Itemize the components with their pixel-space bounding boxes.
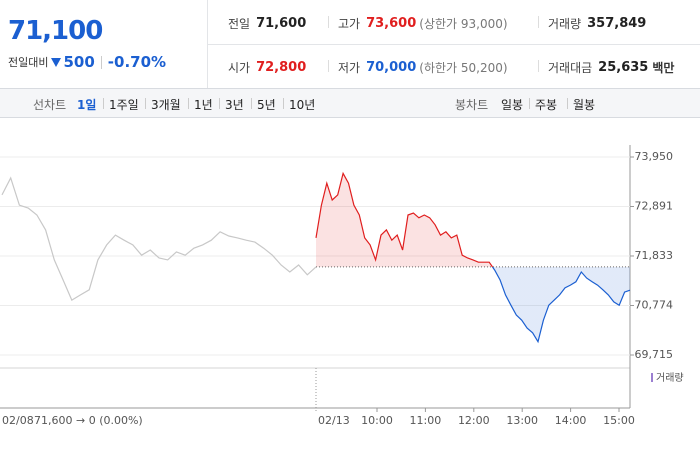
summary-row: 시가 72,800 저가 70,000 (하한가 50,200) 거래대금 25,635 백만 <box>208 44 700 88</box>
summary-label: 전일 <box>228 17 251 31</box>
period-tab[interactable]: 5년 <box>257 98 276 112</box>
time-label: 15:00 <box>603 414 635 427</box>
summary-row: 전일 71,600 고가 73,600 (상한가 93,000) 거래량 357,849 <box>208 0 700 44</box>
period-tab[interactable]: 주봉 <box>535 98 558 112</box>
y-tick-label: 73,950 <box>635 150 674 163</box>
time-label: 12:00 <box>458 414 490 427</box>
y-tick-label: 72,891 <box>635 200 674 213</box>
price-line <box>1 176 317 301</box>
time-label: 11:00 <box>410 414 442 427</box>
summary-cell: 전일 71,600 <box>228 15 306 32</box>
prev-summary: 71,600 → 0 (0.00%) <box>34 414 143 427</box>
change-pct: -0.70% <box>107 53 167 71</box>
summary-note: (상한가 93,000) <box>419 17 508 31</box>
summary-cell: 거래대금 25,635 백만 <box>548 59 674 76</box>
tab-heading: 선차트 <box>33 98 67 112</box>
period-tab[interactable]: 1주일 <box>109 98 139 112</box>
change-label: 전일대비 <box>8 56 49 69</box>
summary-label: 거래대금 <box>548 61 593 75</box>
period-tab[interactable]: 3개월 <box>151 98 181 112</box>
summary-value: 25,635 <box>598 60 649 75</box>
change-row: 전일대비 500 -0.70% <box>8 53 166 71</box>
change: 500 <box>63 53 95 71</box>
time-label: 14:00 <box>555 414 587 427</box>
period-tab[interactable]: 10년 <box>289 98 316 112</box>
date-label: 02/13 <box>318 414 350 427</box>
summary-cell: 시가 72,800 <box>228 59 306 76</box>
tab-bar: 선차트 1일 1주일 3개월 1년 3년 5년 10년 봉차트 일봉 주봉 월봉 <box>0 89 700 118</box>
summary-value: 72,800 <box>256 60 307 75</box>
summary-cell: 고가 73,600 (상한가 93,000) <box>338 15 508 32</box>
period-tab[interactable]: 1일 <box>77 98 97 112</box>
summary-cell: 저가 70,000 (하한가 50,200) <box>338 59 508 76</box>
period-tab[interactable]: 3년 <box>225 98 244 112</box>
tab-heading: 봉차트 <box>455 98 489 112</box>
y-tick-label: 69,715 <box>635 348 674 361</box>
y-tick-label: 70,774 <box>635 298 674 311</box>
summary-cell: 거래량 357,849 <box>548 15 646 32</box>
summary-label: 시가 <box>228 61 251 75</box>
summary-value: 73,600 <box>366 16 417 31</box>
summary-value: 70,000 <box>366 60 417 75</box>
summary-unit: 백만 <box>652 61 675 75</box>
period-tab[interactable]: 1년 <box>194 98 213 112</box>
volume-label: 거래량 <box>656 372 684 384</box>
time-label: 13:00 <box>506 414 538 427</box>
summary-note: (하한가 50,200) <box>419 61 508 75</box>
price-line <box>315 171 631 344</box>
down-arrow <box>51 57 62 67</box>
current-price: 71,100 <box>8 16 103 46</box>
period-tab[interactable]: 월봉 <box>573 98 596 112</box>
y-tick-label: 71,833 <box>635 249 674 262</box>
time-label: 10:00 <box>361 414 393 427</box>
summary-label: 거래량 <box>548 17 582 31</box>
summary-label: 저가 <box>338 61 361 75</box>
area <box>316 173 630 342</box>
summary-value: 71,600 <box>256 16 307 31</box>
date-label: 02/08 <box>2 414 34 427</box>
chart: 73,950 72,891 71,833 70,774 69,715 02/08 71,60… <box>0 145 684 427</box>
price-block: 71,100 전일대비 500 -0.70% <box>0 0 208 88</box>
period-tab[interactable]: 일봉 <box>501 98 524 112</box>
summary-label: 고가 <box>338 17 361 31</box>
header: 71,100 전일대비 500 -0.70% 전일 71,600 고가 73,600(… <box>0 0 700 89</box>
summary-value: 357,849 <box>587 16 647 31</box>
